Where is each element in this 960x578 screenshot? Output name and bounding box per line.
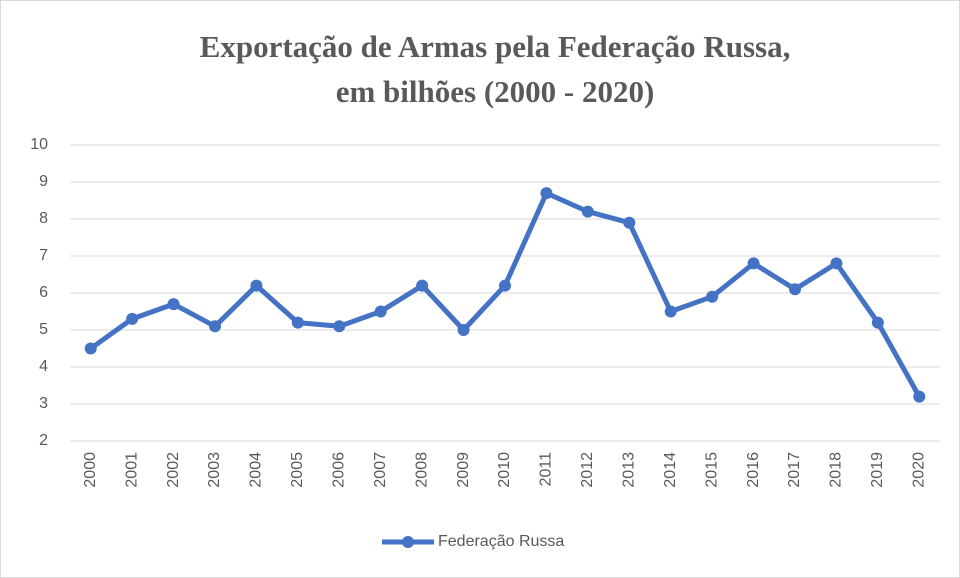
data-point [209,320,221,333]
x-tick-label: 2016 [745,452,762,488]
data-point [126,312,139,325]
y-tick-label: 4 [39,358,48,375]
x-tick-label: 2000 [82,452,99,488]
x-tick-label: 2007 [372,452,389,488]
x-tick-label: 2004 [248,452,265,488]
data-point [871,316,884,329]
data-point [540,187,553,200]
x-tick-label: 2002 [165,452,182,488]
x-tick-label: 2020 [911,452,928,488]
x-tick-label: 2018 [828,452,845,488]
data-point [416,279,429,292]
data-point [913,390,926,403]
x-tick-label: 2019 [869,452,886,488]
data-point [789,283,801,296]
data-point [830,257,843,270]
y-tick-label: 7 [39,247,48,264]
data-point [623,216,636,229]
x-tick-label: 2017 [786,452,803,488]
x-tick-label: 2009 [455,452,472,488]
legend-marker [402,536,414,548]
y-tick-label: 2 [39,432,48,449]
data-point [457,324,470,336]
data-point [706,290,719,303]
x-tick-label: 2015 [703,452,720,488]
data-point [664,305,677,318]
data-point [374,305,387,318]
y-tick-label: 6 [39,284,48,301]
x-tick-label: 2011 [538,452,555,487]
x-tick-label: 2005 [289,452,306,488]
data-point [84,342,97,355]
data-point [747,257,760,270]
x-tick-label: 2001 [123,452,140,488]
x-tick-label: 2012 [579,452,596,488]
data-point [499,279,511,292]
y-tick-label: 3 [39,395,48,412]
y-tick-label: 8 [39,210,48,227]
data-point [167,298,180,311]
x-tick-label: 2013 [621,452,638,488]
x-tick-label: 2008 [413,452,430,488]
data-point [291,316,304,329]
y-tick-label: 9 [39,173,48,190]
data-point [333,320,346,333]
chart-title: em bilhões (2000 - 2020) [336,74,655,109]
x-tick-label: 2003 [206,452,223,488]
data-point [581,205,594,218]
x-tick-label: 2006 [331,452,348,488]
legend-label: Federação Russa [438,533,564,550]
y-tick-label: 5 [39,321,48,338]
y-tick-label: 10 [30,136,48,153]
x-tick-label: 2014 [662,452,679,488]
chart-title: Exportação de Armas pela Federação Russa… [200,29,791,64]
x-tick-label: 2010 [496,452,513,488]
data-point [250,279,263,292]
